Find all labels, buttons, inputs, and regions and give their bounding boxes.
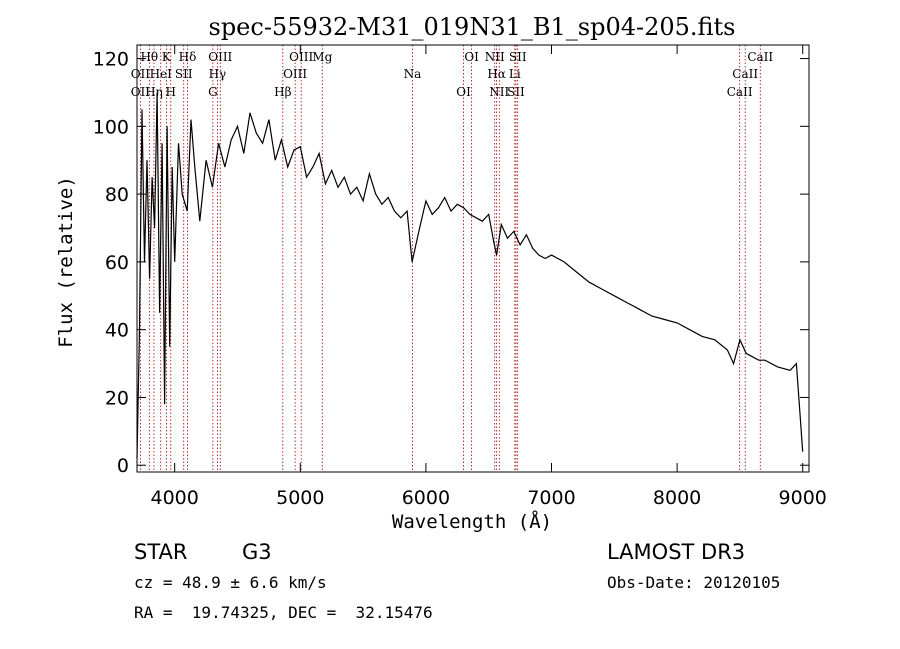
chart-title: spec-55932-M31_019N31_B1_sp04-205.fits [209,13,736,41]
marker-label: CaII [732,67,758,81]
x-tick-label: 4000 [151,487,199,509]
marker-label: SII [175,67,193,81]
redshift-value: cz = 48.9 ± 6.6 km/s [134,573,327,592]
marker-label: CaII [727,85,753,99]
marker-label: K [162,50,172,64]
marker-label: Hα [487,67,506,81]
y-tick-label: 60 [105,252,129,274]
x-tick-label: 7000 [527,487,575,509]
x-tick-label: 5000 [276,487,324,509]
y-tick-label: 20 [105,387,129,409]
line-markers: Hθ OII OII K HeI Hη Hδ SII H OIII Hγ G OIII OIII Hβ Mg N… [131,45,773,472]
plot-frame [136,44,810,473]
marker-label: Hθ [140,50,158,64]
marker-label: Hη [145,85,163,99]
marker-label: OIII [283,67,307,81]
object-subclass: G3 [242,540,272,564]
y-tick-label: 0 [117,455,129,477]
marker-label: HeI [150,67,173,81]
marker-label: SII [507,85,525,99]
marker-label: SII [509,50,527,64]
marker-label: Li [509,67,521,81]
marker-label: Mg [312,50,332,64]
coordinates: RA = 19.74325, DEC = 32.15476 [134,603,433,622]
marker-label: NII [489,85,509,99]
marker-label: H [166,85,176,99]
y-axis-label: Flux (relative) [55,176,77,348]
spectrum-chart: spec-55932-M31_019N31_B1_sp04-205.fits H… [55,13,827,533]
marker-label: G [208,85,218,99]
marker-label: NII [485,50,505,64]
x-axis-label: Wavelength (Å) [392,510,552,533]
marker-label: CaII [747,50,773,64]
spectrum-line [136,92,804,459]
marker-label: Hγ [209,67,227,81]
marker-label: OI [464,50,479,64]
y-axis-ticks: 0 20 40 60 80 100 120 [93,49,809,477]
y-tick-label: 120 [93,49,129,71]
y-tick-label: 40 [105,320,129,342]
observation-date: Obs-Date: 20120105 [607,573,781,592]
marker-label: OI [456,85,471,99]
marker-label: OII [131,85,151,99]
x-tick-label: 6000 [402,487,450,509]
survey-name: LAMOST DR3 [607,540,746,564]
x-tick-label: 9000 [779,487,827,509]
marker-label: OIII [208,50,232,64]
marker-label: Hβ [274,85,291,99]
marker-label: OII [131,67,151,81]
x-tick-label: 8000 [653,487,701,509]
marker-label: OIII [289,50,313,64]
marker-label: Hδ [179,50,197,64]
marker-label: Na [404,67,422,81]
object-class: STAR [134,540,188,564]
x-axis-ticks: 4000 5000 6000 7000 8000 9000 [151,45,827,509]
y-tick-label: 80 [105,184,129,206]
y-tick-label: 100 [93,116,129,138]
